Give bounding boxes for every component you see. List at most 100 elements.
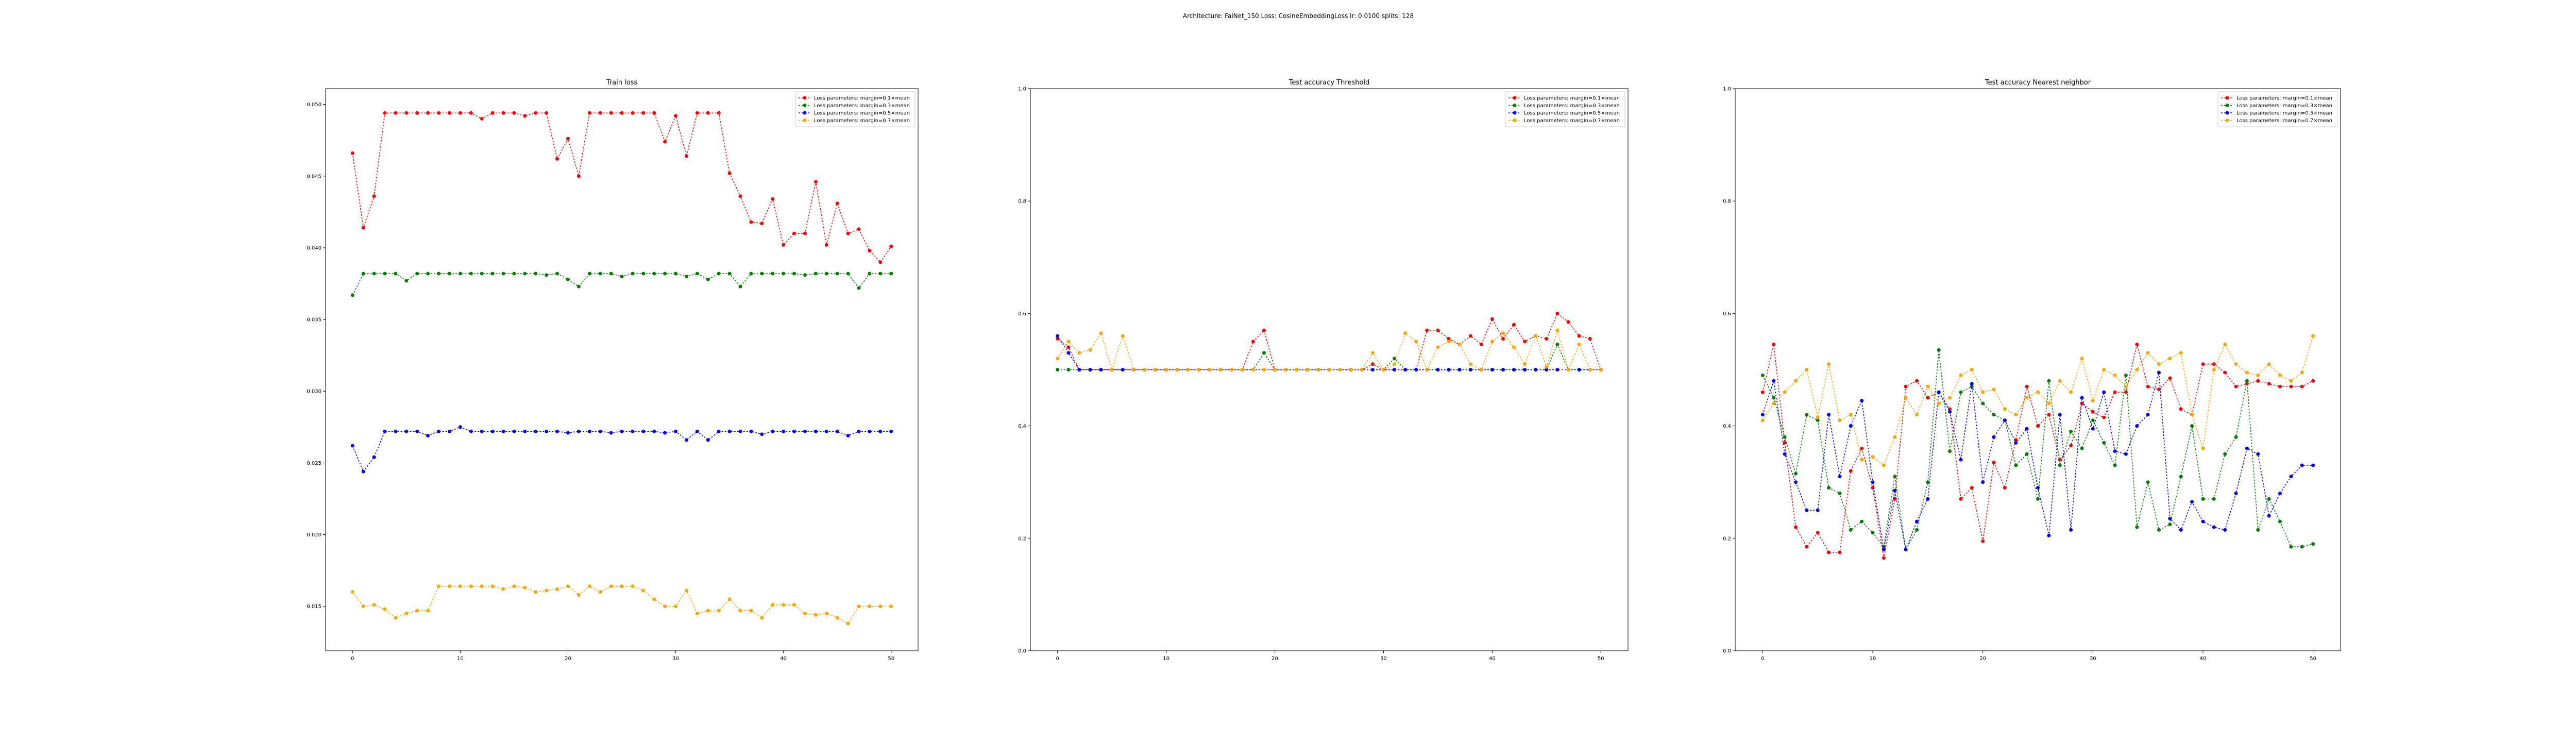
- data-point: [674, 114, 677, 118]
- data-point: [2135, 368, 2139, 372]
- data-point: [1501, 337, 1505, 341]
- data-point: [372, 272, 376, 276]
- data-point: [2025, 452, 2029, 456]
- data-point: [2102, 441, 2106, 445]
- x-tick-label: 10: [457, 656, 464, 662]
- data-point: [1468, 334, 1472, 338]
- data-point: [1056, 368, 1060, 372]
- data-point: [1838, 492, 1842, 495]
- data-point: [889, 272, 893, 276]
- data-point: [641, 272, 646, 276]
- data-point: [620, 275, 624, 279]
- x-tick-label: 10: [1163, 656, 1170, 662]
- data-point: [1794, 480, 1798, 484]
- data-point: [1131, 368, 1136, 372]
- data-point: [2245, 379, 2249, 383]
- data-point: [1981, 480, 1985, 484]
- data-point: [2146, 480, 2150, 484]
- data-point: [641, 588, 646, 593]
- data-point: [426, 272, 430, 276]
- data-point: [437, 429, 440, 433]
- data-point: [2135, 424, 2139, 428]
- data-point: [695, 272, 699, 276]
- data-point: [448, 272, 451, 276]
- data-point: [889, 604, 893, 609]
- data-point: [1251, 340, 1255, 344]
- data-point: [2179, 528, 2183, 532]
- data-point: [1849, 528, 1853, 532]
- data-point: [2212, 368, 2216, 372]
- data-point: [2179, 475, 2183, 479]
- data-point: [803, 612, 807, 616]
- data-point: [534, 590, 538, 594]
- data-point: [803, 231, 807, 235]
- data-point: [404, 612, 409, 616]
- legend-box: [2217, 91, 2338, 127]
- plot-frame: [325, 88, 919, 651]
- data-point: [1523, 362, 1527, 366]
- data-point: [2047, 413, 2051, 417]
- data-point: [1458, 342, 1462, 346]
- data-point: [545, 429, 549, 433]
- data-point: [727, 171, 732, 175]
- data-point: [652, 272, 656, 276]
- data-point: [490, 584, 495, 588]
- data-point: [1992, 413, 1996, 417]
- y-tick-label: 0.2: [1018, 536, 1026, 542]
- data-point: [1479, 342, 1483, 346]
- data-point: [1948, 396, 1952, 400]
- data-point: [2080, 357, 2084, 361]
- data-point: [749, 609, 753, 613]
- data-point: [1849, 469, 1853, 473]
- y-tick-label: 0.8: [1723, 199, 1731, 205]
- data-point: [1816, 508, 1820, 512]
- data-point: [1110, 368, 1114, 372]
- data-point: [577, 174, 581, 178]
- data-point: [868, 272, 872, 276]
- data-point: [350, 293, 354, 297]
- data-point: [2003, 407, 2007, 411]
- data-point: [846, 231, 850, 235]
- data-point: [1970, 486, 1974, 490]
- legend-swatch-marker: [2225, 119, 2229, 122]
- data-point: [1948, 410, 1952, 414]
- series-line: [352, 585, 891, 625]
- data-point: [1772, 401, 1776, 406]
- data-point: [2245, 382, 2249, 386]
- data-point: [878, 604, 883, 609]
- data-point: [2058, 463, 2062, 467]
- data-point: [361, 226, 365, 230]
- data-point: [1981, 539, 1985, 543]
- data-point: [1926, 384, 1930, 389]
- y-tick-label: 0.4: [1723, 424, 1731, 429]
- data-point: [2036, 424, 2040, 428]
- data-point: [1871, 455, 1875, 459]
- data-point: [2300, 463, 2304, 467]
- legend-swatch-marker: [803, 119, 807, 122]
- series-1: [350, 111, 893, 264]
- data-point: [437, 584, 440, 588]
- data-point: [2223, 528, 2227, 532]
- data-point: [2311, 334, 2315, 338]
- data-point: [868, 429, 872, 433]
- data-point: [2102, 415, 2106, 419]
- data-point: [1926, 396, 1930, 400]
- series-line: [1057, 329, 1601, 372]
- data-point: [1783, 435, 1787, 439]
- data-point: [512, 272, 516, 276]
- data-point: [2289, 475, 2293, 479]
- data-point: [1099, 331, 1103, 335]
- data-point: [1893, 497, 1897, 501]
- chart-panel-3: Test accuracy Nearest neighbor 0 10 20 30 40 5…: [1723, 79, 2341, 662]
- data-point: [1760, 413, 1765, 417]
- data-point: [1827, 486, 1831, 490]
- legend-label: Loss parameters: margin=0.3×mean: [814, 103, 910, 109]
- data-point: [792, 231, 796, 235]
- data-point: [501, 429, 505, 433]
- chart-title: Train loss: [606, 79, 638, 87]
- data-point: [1240, 368, 1244, 372]
- data-point: [1523, 340, 1527, 344]
- data-point: [2135, 342, 2139, 346]
- data-point: [1370, 362, 1375, 366]
- data-point: [587, 584, 591, 588]
